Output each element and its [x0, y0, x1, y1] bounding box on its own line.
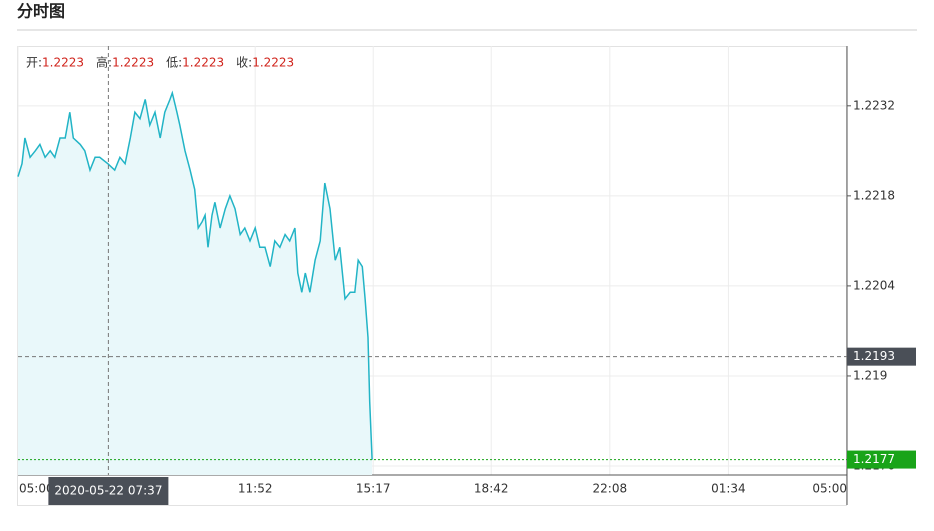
ohlc-value: 1.2223	[182, 56, 224, 70]
y-tick-label: 1.2218	[853, 188, 895, 202]
x-tick-label: 05:00	[812, 482, 847, 496]
y-tick-label: 1.2232	[853, 98, 895, 112]
ohlc-label: 开:	[26, 56, 42, 70]
ohlc-value: 1.2223	[112, 56, 154, 70]
last-price-box	[847, 450, 916, 469]
chart-title: 分时图	[17, 2, 65, 21]
price-line	[17, 90, 373, 460]
y-tick-label: 1.2204	[853, 278, 895, 292]
ohlc-label: 低:	[166, 56, 182, 70]
x-tick-label: 11:52	[238, 482, 273, 496]
x-tick-label: 01:34	[711, 482, 746, 496]
ohlc-label: 高:	[96, 55, 112, 70]
crosshair-y-box	[847, 347, 916, 366]
crosshair-y-label: 1.2193	[853, 349, 895, 363]
y-tick-label: 1.219	[853, 368, 887, 382]
ohlc-value: 1.2223	[252, 56, 294, 70]
area	[18, 93, 373, 475]
crosshair-x-box	[48, 477, 169, 505]
x-tick-label: 18:42	[474, 482, 509, 496]
x-tick-label: 05:00	[19, 482, 54, 496]
x-tick-label: 22:08	[593, 482, 628, 496]
last-price-label: 1.2177	[853, 452, 895, 466]
ohlc-label: 收:	[236, 56, 252, 70]
x-tick-label: 15:17	[356, 482, 391, 496]
crosshair-x-label: 2020-05-22 07:37	[54, 484, 162, 498]
ohlc-value: 1.2223	[42, 56, 84, 70]
